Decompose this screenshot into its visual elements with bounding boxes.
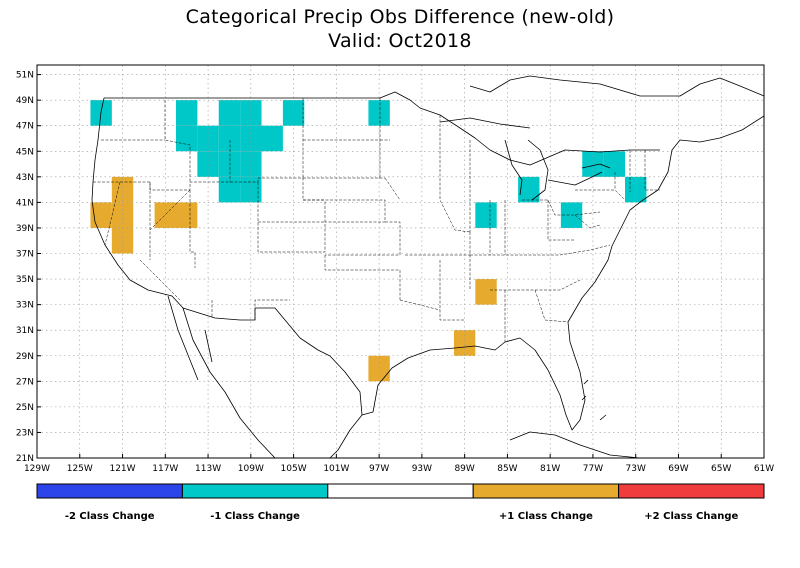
difference-cell (453, 330, 476, 356)
lon-tick-label: 73W (626, 464, 646, 474)
lon-tick-label: 93W (412, 464, 432, 474)
legend-swatch-minus1 (181, 483, 329, 499)
difference-cell (218, 176, 241, 203)
difference-cell (175, 125, 198, 152)
legend-label-plus2: +2 Class Change (644, 511, 738, 522)
lat-tick-label: 35N (16, 275, 34, 285)
difference-cell (175, 202, 198, 228)
map-title: Categorical Precip Obs Difference (new-o… (185, 6, 615, 28)
difference-cell (603, 151, 626, 177)
lon-tick-label: 117W (152, 464, 178, 474)
lat-tick-label: 41N (16, 198, 34, 208)
canada-border (104, 91, 660, 166)
difference-cell (218, 151, 241, 177)
lon-tick-label: 121W (109, 464, 135, 474)
difference-cell (625, 176, 647, 203)
map-frame (36, 64, 765, 459)
lon-tick-label: 77W (583, 464, 603, 474)
mexico-outline (167, 295, 363, 458)
difference-cell (218, 125, 241, 152)
lon-tick-label: 105W (281, 464, 307, 474)
lon-tick-label: 109W (238, 464, 264, 474)
difference-cell (111, 176, 134, 203)
lat-tick-label: 49N (16, 96, 34, 106)
lat-tick-label: 45N (16, 147, 34, 157)
lon-tick-label: 81W (540, 464, 560, 474)
difference-cell (175, 100, 198, 126)
lat-tick-label: 27N (16, 377, 34, 387)
lon-tick-label: 113W (195, 464, 221, 474)
map-subtitle: Valid: Oct2018 (328, 30, 472, 52)
difference-cell (111, 202, 134, 228)
lon-tick-label: 69W (668, 464, 688, 474)
lon-tick-label: 61W (754, 464, 774, 474)
lat-tick-label: 43N (16, 173, 34, 183)
lat-tick-label: 39N (16, 224, 34, 234)
difference-cells (90, 100, 647, 382)
difference-cell (368, 100, 390, 126)
difference-cell (475, 279, 497, 305)
difference-cell (261, 125, 283, 152)
difference-cell (240, 176, 262, 203)
state-lines (93, 98, 660, 342)
difference-cell (282, 100, 305, 126)
legend-swatch-plus1 (472, 483, 620, 499)
legend-label-minus2: -2 Class Change (65, 511, 155, 522)
caribbean-outline (509, 379, 641, 458)
legend-swatch-plus2 (618, 483, 765, 499)
lon-tick-label: 65W (711, 464, 731, 474)
lon-tick-label: 97W (369, 464, 389, 474)
difference-cell (368, 355, 390, 382)
lat-tick-label: 47N (16, 122, 34, 132)
map-outlines (91, 75, 764, 458)
lat-tick-label: 31N (16, 326, 34, 336)
difference-cell (475, 202, 497, 228)
canada-coast (469, 75, 764, 97)
difference-cell (518, 176, 540, 203)
lon-tick-label: 129W (24, 464, 50, 474)
difference-cell (154, 202, 176, 228)
difference-cell (240, 100, 262, 126)
color-legend: -2 Class Change -1 Class Change +1 Class C… (36, 483, 765, 522)
lon-tick-label: 101W (323, 464, 349, 474)
lat-tick-label: 33N (16, 301, 34, 311)
legend-label-minus1: -1 Class Change (210, 511, 300, 522)
great-lakes (439, 117, 611, 201)
difference-cell (90, 202, 112, 228)
lon-tick-label: 85W (497, 464, 517, 474)
lat-tick-label: 51N (16, 71, 34, 81)
lat-tick-label: 21N (16, 454, 34, 464)
lat-tick-label: 29N (16, 352, 34, 362)
legend-swatch-zero (327, 483, 474, 499)
axis-labels: 51N 49N 47N 45N 43N 41N 39N 37N 35N 33N 31N 29N 27N 2… (16, 71, 774, 474)
graticule (37, 65, 764, 458)
lon-tick-label: 125W (67, 464, 93, 474)
lat-tick-label: 23N (16, 428, 34, 438)
legend-label-plus1: +1 Class Change (499, 511, 593, 522)
lat-tick-label: 37N (16, 250, 34, 260)
lon-tick-label: 89W (454, 464, 474, 474)
us-coastline-border (91, 97, 764, 431)
lat-tick-label: 25N (16, 403, 34, 413)
legend-swatch-minus2 (36, 483, 183, 499)
difference-cell (218, 100, 241, 126)
